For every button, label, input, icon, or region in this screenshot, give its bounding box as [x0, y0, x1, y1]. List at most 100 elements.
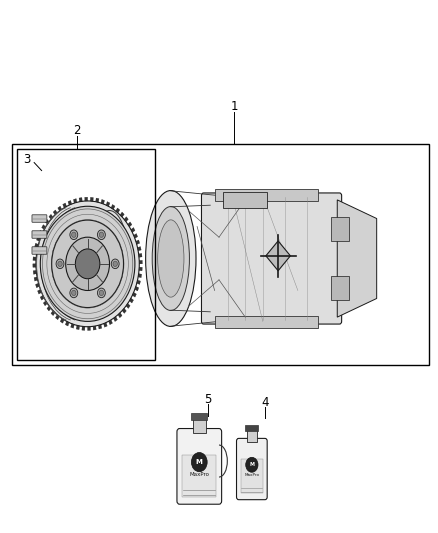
Bar: [193, 419, 206, 433]
Polygon shape: [128, 222, 132, 227]
Circle shape: [56, 259, 64, 269]
Polygon shape: [68, 200, 72, 205]
Text: 1: 1: [230, 100, 238, 113]
Polygon shape: [74, 199, 77, 203]
Polygon shape: [111, 205, 115, 209]
Bar: [17, 149, 155, 360]
Polygon shape: [38, 289, 42, 294]
Polygon shape: [93, 326, 96, 330]
Polygon shape: [90, 197, 93, 201]
Circle shape: [113, 261, 117, 266]
Polygon shape: [45, 219, 49, 224]
Circle shape: [52, 220, 124, 308]
Polygon shape: [266, 241, 290, 271]
Polygon shape: [53, 210, 57, 215]
Polygon shape: [35, 243, 39, 247]
Polygon shape: [85, 197, 88, 201]
Circle shape: [70, 288, 78, 298]
Polygon shape: [131, 228, 135, 232]
Polygon shape: [136, 240, 140, 245]
Polygon shape: [88, 327, 91, 330]
Circle shape: [99, 232, 103, 237]
Polygon shape: [135, 286, 139, 291]
Polygon shape: [56, 314, 60, 320]
Ellipse shape: [152, 207, 189, 310]
Circle shape: [97, 230, 105, 239]
Polygon shape: [122, 308, 126, 313]
Polygon shape: [71, 324, 74, 328]
Bar: [247, 431, 257, 442]
Circle shape: [71, 290, 76, 296]
Circle shape: [75, 249, 100, 279]
Text: MaxPro: MaxPro: [244, 473, 259, 478]
Polygon shape: [76, 325, 80, 329]
Polygon shape: [138, 273, 141, 278]
Polygon shape: [101, 199, 105, 204]
Circle shape: [40, 206, 135, 321]
Text: 5: 5: [205, 393, 212, 406]
Ellipse shape: [145, 191, 196, 326]
Text: M: M: [196, 459, 203, 465]
Bar: [12, 144, 429, 365]
Polygon shape: [138, 247, 141, 251]
Polygon shape: [79, 198, 82, 201]
Polygon shape: [139, 267, 142, 271]
Circle shape: [72, 232, 76, 237]
Circle shape: [36, 201, 139, 327]
Bar: [245, 424, 258, 431]
Polygon shape: [82, 326, 85, 330]
Circle shape: [70, 230, 78, 239]
Polygon shape: [106, 201, 110, 206]
Polygon shape: [132, 293, 136, 297]
Text: 3: 3: [24, 154, 31, 166]
Text: MaxPro: MaxPro: [189, 472, 209, 477]
Polygon shape: [120, 212, 124, 217]
Polygon shape: [43, 301, 47, 306]
Polygon shape: [47, 306, 51, 311]
Polygon shape: [116, 208, 120, 213]
Polygon shape: [118, 313, 122, 318]
Polygon shape: [58, 206, 62, 211]
Circle shape: [246, 457, 258, 472]
Polygon shape: [113, 317, 117, 321]
Bar: [241, 458, 263, 494]
FancyBboxPatch shape: [237, 438, 267, 500]
Polygon shape: [49, 214, 53, 220]
Polygon shape: [33, 270, 36, 274]
Circle shape: [191, 453, 207, 472]
Bar: [331, 276, 349, 300]
Polygon shape: [139, 260, 142, 264]
Polygon shape: [39, 230, 43, 235]
Polygon shape: [36, 237, 40, 241]
Polygon shape: [60, 318, 64, 323]
Bar: [182, 455, 216, 497]
Polygon shape: [65, 321, 69, 326]
Polygon shape: [129, 298, 134, 303]
Polygon shape: [126, 303, 130, 309]
Bar: [191, 413, 207, 420]
FancyBboxPatch shape: [177, 429, 222, 504]
Polygon shape: [35, 283, 39, 288]
Polygon shape: [51, 311, 55, 316]
Polygon shape: [95, 198, 99, 203]
FancyBboxPatch shape: [32, 231, 47, 238]
Polygon shape: [134, 233, 138, 238]
Polygon shape: [33, 264, 36, 268]
Text: 4: 4: [261, 396, 269, 409]
FancyBboxPatch shape: [32, 247, 47, 254]
Polygon shape: [337, 200, 377, 317]
Text: 2: 2: [73, 124, 81, 137]
Polygon shape: [34, 250, 37, 254]
FancyBboxPatch shape: [32, 215, 47, 222]
Polygon shape: [124, 217, 128, 222]
Polygon shape: [103, 322, 107, 327]
Polygon shape: [109, 320, 113, 325]
Text: M: M: [249, 462, 254, 467]
Circle shape: [97, 288, 105, 298]
Polygon shape: [137, 280, 141, 285]
Polygon shape: [139, 253, 142, 257]
Bar: [223, 192, 267, 208]
Circle shape: [66, 237, 110, 290]
Polygon shape: [34, 277, 38, 281]
Bar: [215, 316, 318, 328]
